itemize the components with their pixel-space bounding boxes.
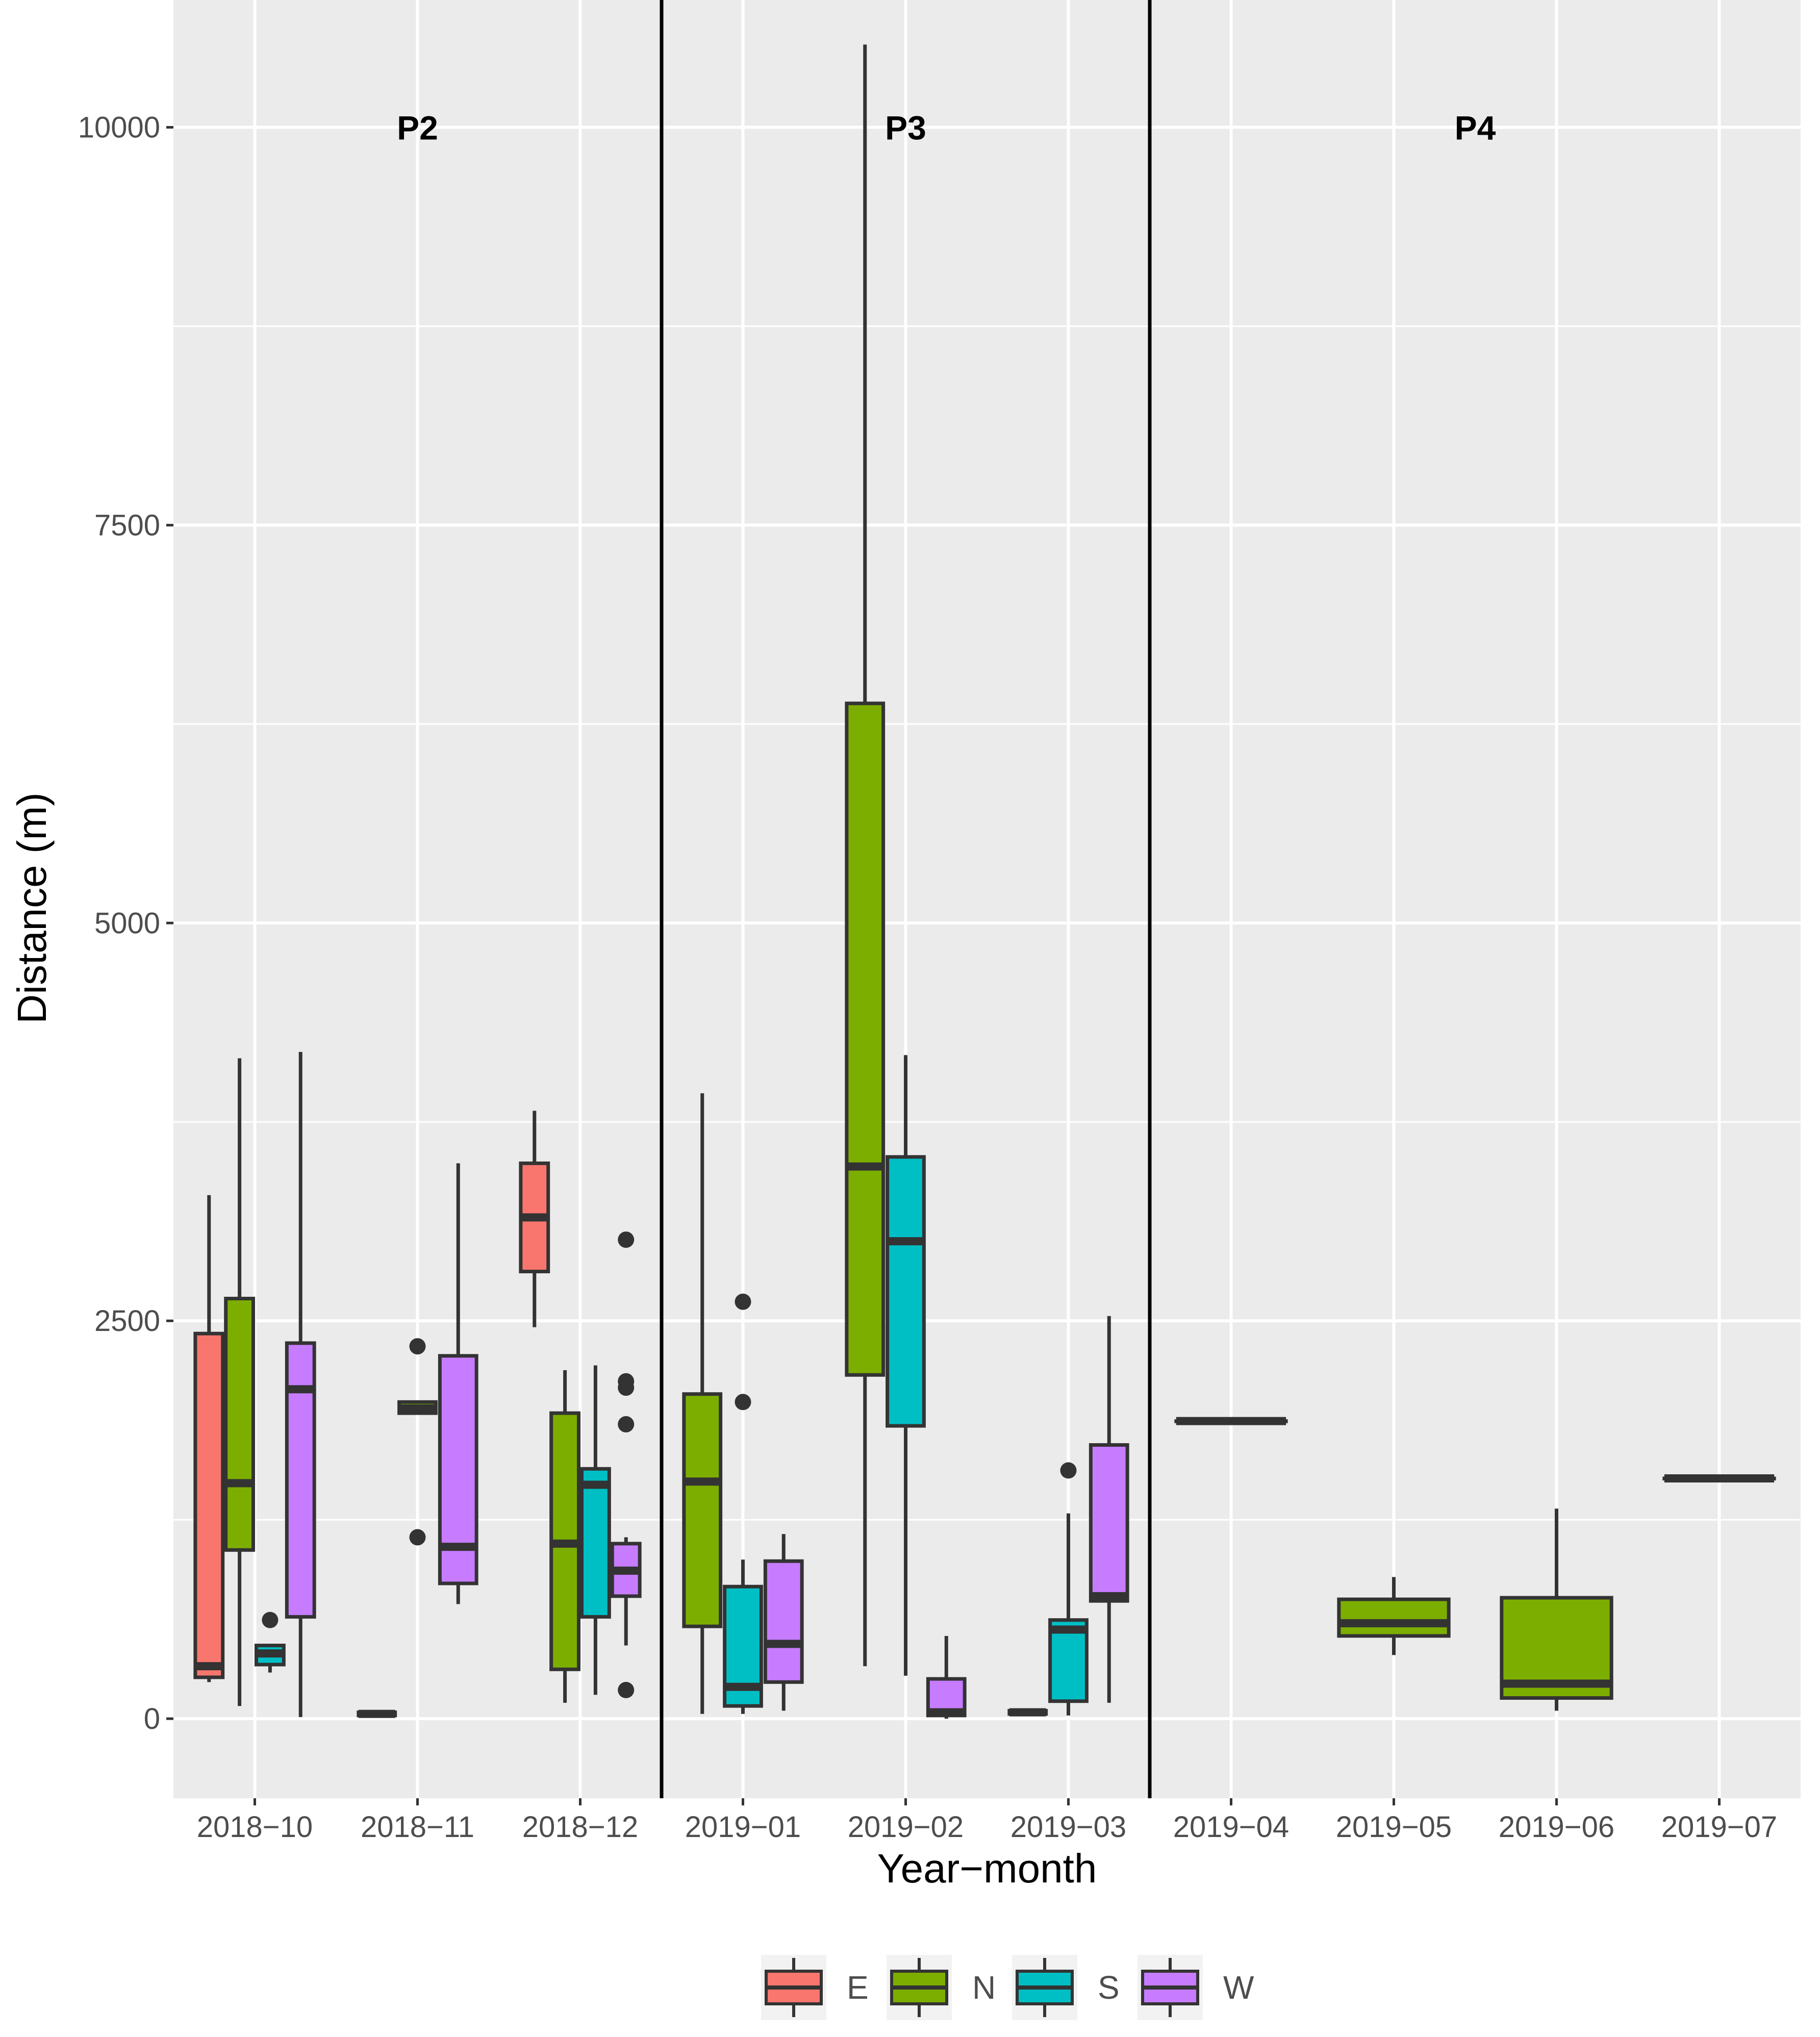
box-body: [1089, 1443, 1129, 1603]
box-N-4: [845, 44, 886, 1667]
period-label: P2: [397, 109, 438, 147]
x-tick-label: 2019−06: [1499, 1810, 1614, 1844]
box-S-2: [579, 1365, 611, 1695]
box-S-4: [886, 1055, 926, 1676]
y-tick-label: 5000: [94, 907, 160, 940]
gridlines: [173, 0, 1801, 1798]
y-tick-label: 10000: [78, 111, 160, 144]
box-N-2: [549, 1370, 581, 1703]
box-N-0: [224, 1058, 256, 1706]
x-tick-label: 2019−02: [848, 1810, 964, 1844]
box-W-1: [438, 1163, 478, 1604]
outlier-point: [409, 1338, 426, 1355]
outlier-point: [618, 1231, 635, 1248]
legend-item-N: N: [887, 1955, 996, 2020]
outlier-point: [262, 1612, 279, 1628]
period-labels: P2 P3 P4: [397, 109, 1496, 147]
box-W-2: [610, 1231, 642, 1698]
box-body: [886, 1155, 926, 1428]
axes: 0 2500 5000 7500 10000 2018−10 2018−11 2018−12 2…: [78, 111, 1778, 1844]
y-tick-label: 2500: [94, 1304, 160, 1338]
box-body: [845, 701, 886, 1377]
box-body: [285, 1341, 316, 1619]
y-tick-label: 7500: [94, 509, 160, 542]
period-dividers: [660, 0, 1152, 1798]
outlier-point: [735, 1394, 751, 1411]
outlier-point: [409, 1529, 426, 1546]
box-E-5: [1007, 1708, 1048, 1717]
x-tick-label: 2019−01: [685, 1810, 801, 1844]
legend-label: S: [1098, 1969, 1120, 2006]
box-E-0: [193, 1195, 225, 1682]
box-N-3: [682, 1093, 723, 1714]
x-tick-label: 2018−10: [197, 1810, 313, 1844]
box-body: [579, 1467, 611, 1619]
box-body: [1337, 1597, 1451, 1638]
x-tick-label: 2019−03: [1010, 1810, 1126, 1844]
legend-item-S: S: [1012, 1955, 1120, 2020]
outlier-point: [1060, 1462, 1077, 1479]
box-N-8: [1500, 1508, 1613, 1711]
box-W-5: [1089, 1316, 1129, 1703]
outlier-point: [618, 1416, 635, 1432]
y-tick-label: 0: [144, 1702, 160, 1736]
outlier-point: [618, 1379, 635, 1396]
period-label: P4: [1455, 109, 1496, 147]
y-axis-title: Distance (m): [9, 792, 55, 1023]
box-W-4: [926, 1636, 967, 1719]
outlier-point: [618, 1681, 635, 1698]
box-S-3: [723, 1293, 763, 1714]
x-axis-title: Year−month: [877, 1846, 1097, 1891]
box-N-6: [1174, 1417, 1288, 1425]
x-tick-label: 2019−07: [1661, 1810, 1777, 1844]
x-tick-label: 2019−05: [1336, 1810, 1452, 1844]
box-W-3: [763, 1534, 804, 1711]
legend-label: W: [1223, 1969, 1254, 2006]
box-body: [193, 1331, 225, 1679]
legend-item-E: E: [761, 1955, 869, 2020]
outlier-point: [735, 1293, 751, 1310]
box-body: [763, 1559, 804, 1684]
legend-label: E: [847, 1969, 869, 2006]
x-tick-label: 2018−12: [522, 1810, 638, 1844]
box-N-1: [397, 1338, 438, 1546]
box-N-9: [1662, 1474, 1776, 1482]
x-tick-label: 2019−04: [1173, 1810, 1289, 1844]
box-E-2: [519, 1111, 550, 1327]
box-W-0: [285, 1051, 316, 1717]
box-N-7: [1337, 1577, 1451, 1655]
period-label: P3: [885, 109, 926, 147]
x-tick-label: 2018−11: [361, 1810, 474, 1844]
boxes: [193, 44, 1776, 1719]
box-body: [682, 1392, 723, 1628]
legend-label: N: [972, 1969, 996, 2006]
box-S-5: [1048, 1462, 1089, 1716]
legend-item-W: W: [1138, 1955, 1254, 2020]
box-body: [224, 1296, 256, 1552]
box-E-1: [357, 1709, 397, 1718]
box-S-0: [254, 1612, 286, 1673]
